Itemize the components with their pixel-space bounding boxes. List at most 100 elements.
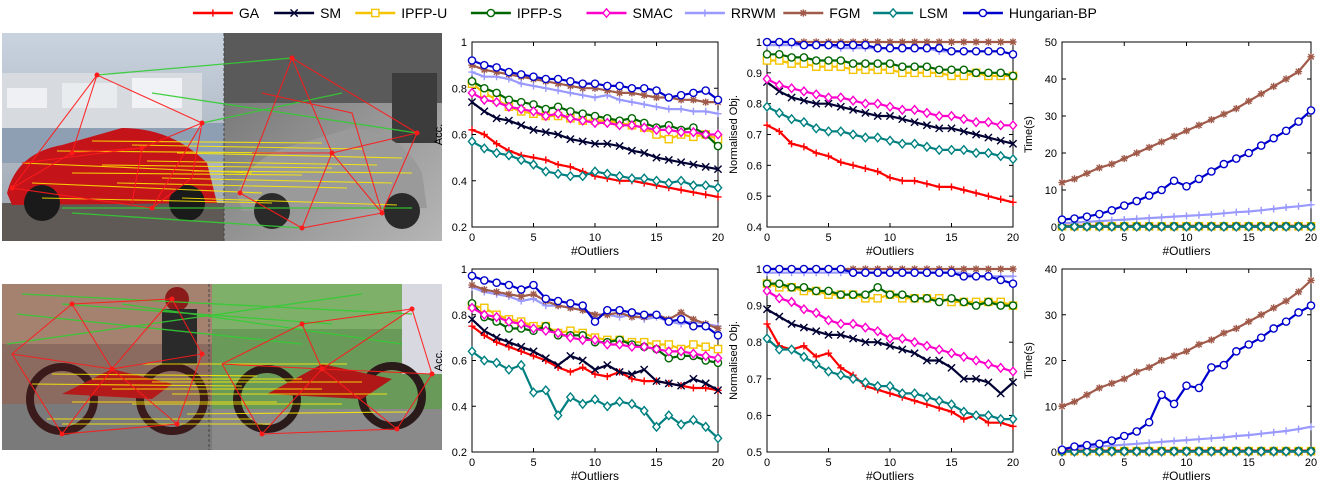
- y-tick-label: 0.7: [747, 130, 762, 142]
- point-hungarian-bp: [713, 331, 723, 340]
- point-lsm: [1094, 221, 1104, 232]
- point-hungarian-bp: [1082, 212, 1092, 221]
- point-lsm: [1281, 221, 1291, 232]
- point-smac: [811, 89, 821, 100]
- legend-item-ga: GA: [192, 5, 260, 21]
- point-sm: [910, 118, 919, 127]
- point-sm: [947, 124, 956, 133]
- point-fgm: [652, 93, 661, 102]
- point-lsm: [787, 113, 797, 125]
- point-ga: [824, 349, 833, 357]
- legend-label-hungarian-bp: Hungarian-BP: [1009, 5, 1097, 21]
- point-ga: [898, 177, 906, 185]
- point-smac: [922, 340, 932, 352]
- point-ipfp-s: [824, 56, 833, 65]
- point-smac: [516, 318, 526, 330]
- point-hungarian-bp: [492, 63, 501, 72]
- point-fgm: [1070, 175, 1079, 183]
- point-ga: [480, 130, 488, 139]
- y-tick-label: 0.8: [452, 310, 467, 322]
- point-hungarian-bp: [1219, 360, 1229, 370]
- series-hungarian-bp: [1057, 106, 1316, 224]
- point-smac: [922, 107, 932, 119]
- point-smac: [959, 351, 969, 363]
- point-smac: [762, 73, 772, 85]
- legend-item-hungarian-bp: Hungarian-BP: [962, 5, 1097, 21]
- point-hungarian-bp: [1107, 436, 1117, 445]
- point-hungarian-bp: [1107, 206, 1117, 215]
- point-hungarian-bp: [1070, 442, 1079, 451]
- point-lsm: [762, 333, 772, 344]
- point-fgm: [468, 281, 476, 289]
- point-hungarian-bp: [971, 46, 981, 56]
- point-fgm: [1133, 149, 1141, 157]
- x-tick-label: 5: [530, 457, 536, 469]
- point-fgm: [714, 324, 722, 333]
- point-hungarian-bp: [516, 285, 526, 294]
- point-smac: [467, 87, 477, 99]
- point-hungarian-bp: [553, 296, 563, 306]
- point-smac: [553, 108, 563, 119]
- point-ipfp-s: [848, 290, 858, 299]
- point-sm: [689, 160, 698, 169]
- point-sm: [959, 374, 968, 383]
- series-ga: [763, 121, 1017, 206]
- point-rrwm: [529, 82, 538, 90]
- point-sm: [972, 374, 981, 383]
- y-axis-label: Acc.: [433, 124, 445, 145]
- point-rrwm: [1207, 210, 1215, 219]
- point-smac: [848, 318, 858, 330]
- x-axis-label: #Outliers: [571, 469, 619, 483]
- point-hungarian-bp: [1294, 117, 1303, 126]
- point-lsm: [1269, 221, 1279, 232]
- point-sm: [492, 114, 501, 123]
- point-ipfp-s: [799, 53, 809, 62]
- point-hungarian-bp: [1231, 347, 1241, 356]
- point-smac: [823, 314, 834, 326]
- x-tick-label: 0: [764, 232, 770, 244]
- point-lsm: [811, 358, 821, 370]
- series-hungarian-bp: [467, 271, 723, 340]
- x-tick-label: 20: [712, 232, 724, 244]
- point-ipfp-s: [762, 50, 772, 59]
- point-sm: [713, 165, 723, 174]
- y-tick-label: 40: [1045, 264, 1057, 276]
- point-fgm: [1220, 329, 1228, 337]
- point-ipfp-u: [664, 134, 674, 144]
- x-tick-label: 0: [469, 457, 475, 469]
- point-smac: [836, 318, 846, 330]
- point-lsm: [910, 388, 920, 399]
- point-sm: [590, 365, 600, 374]
- point-lsm: [1194, 221, 1204, 232]
- point-smac: [848, 95, 858, 106]
- point-ga: [640, 377, 648, 385]
- point-hungarian-bp: [602, 81, 612, 91]
- x-tick-label: 15: [945, 232, 957, 244]
- point-fgm: [1257, 311, 1265, 319]
- point-ipfp-s: [984, 297, 993, 307]
- point-fgm: [1083, 391, 1091, 399]
- point-sm: [885, 341, 895, 350]
- point-rrwm: [1158, 438, 1166, 446]
- point-lsm: [934, 144, 944, 156]
- point-lsm: [848, 129, 858, 140]
- x-tick-label: 0: [1059, 232, 1065, 244]
- point-lsm: [565, 391, 575, 403]
- point-lsm: [1194, 446, 1204, 457]
- point-hungarian-bp: [971, 272, 981, 281]
- point-lsm: [959, 144, 969, 156]
- plot-normalised-obj-car: 0 5 10 15 20 0.4 0.5 0.6 0.7 0.8 0.9 1 #Outliers Norm…: [728, 37, 1019, 258]
- point-smac: [479, 309, 489, 321]
- point-ipfp-s: [947, 293, 956, 303]
- point-lsm: [516, 154, 526, 166]
- point-smac: [762, 285, 772, 297]
- point-hungarian-bp: [1207, 167, 1216, 176]
- point-lsm: [516, 359, 526, 371]
- point-fgm: [480, 285, 488, 294]
- point-sm: [627, 370, 636, 379]
- series-lsm: [467, 346, 723, 444]
- point-hungarian-bp: [959, 46, 969, 56]
- point-fgm: [591, 84, 599, 92]
- point-ga: [960, 186, 968, 194]
- point-hungarian-bp: [529, 280, 538, 290]
